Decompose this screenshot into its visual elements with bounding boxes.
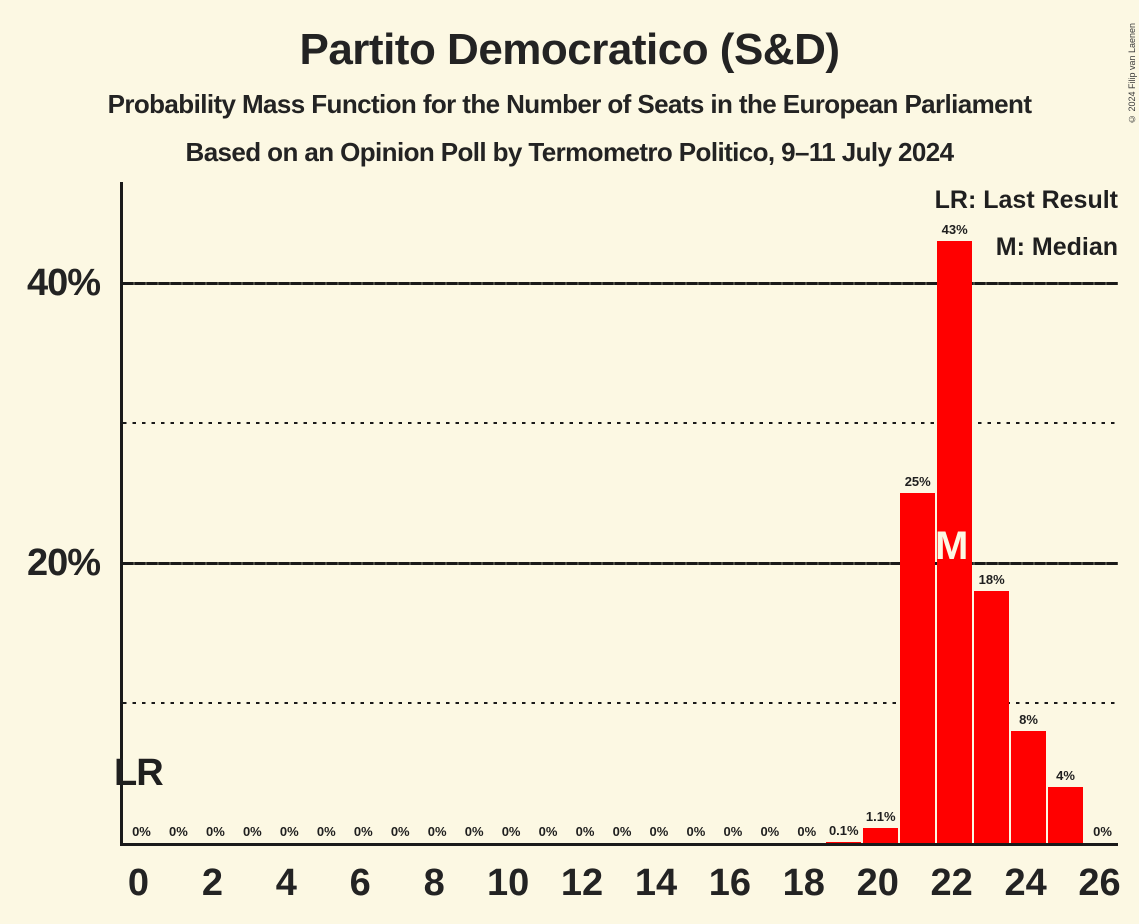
chart-title: Partito Democratico (S&D) (299, 25, 840, 74)
bar-seat-23 (974, 591, 1010, 843)
bar-value-label-seat-21: 25% (904, 474, 931, 489)
x-axis-label-10: 10 (486, 862, 530, 904)
bar-value-label-seat-17: 0% (760, 824, 780, 839)
bar-value-label-seat-9: 0% (464, 824, 484, 839)
copyright-notice: © 2024 Filip van Laenen (1127, 22, 1137, 124)
legend-last-result: LR: Last Result (934, 186, 1118, 214)
gridline-solid-40pct (123, 281, 1118, 285)
x-axis-label-20: 20 (856, 862, 899, 904)
x-axis-label-22: 22 (930, 862, 973, 904)
bar-value-label-seat-0: 0% (132, 824, 151, 839)
bar-value-label-seat-1: 0% (169, 824, 188, 839)
x-axis-label-16: 16 (708, 862, 752, 904)
bar-value-label-seat-10: 0% (501, 824, 521, 839)
bar-value-label-seat-11: 0% (538, 824, 558, 839)
bar-value-label-seat-22: 43% (941, 222, 968, 237)
gridline-solid-20pct (123, 561, 1118, 565)
bar-value-label-seat-7: 0% (390, 824, 410, 839)
median-marker-label: M (934, 524, 969, 568)
bar-seat-24 (1011, 731, 1047, 843)
x-axis-label-26: 26 (1078, 862, 1121, 904)
legend-median: M: Median (995, 233, 1118, 261)
x-axis-label-8: 8 (423, 862, 445, 904)
bar-value-label-seat-8: 0% (427, 824, 447, 839)
bar-value-label-seat-18: 0% (797, 824, 817, 839)
x-axis-label-24: 24 (1004, 862, 1047, 904)
x-axis-label-18: 18 (782, 862, 825, 904)
bar-value-label-seat-5: 0% (316, 824, 336, 839)
bar-seat-19 (826, 841, 862, 843)
last-result-marker-label: LR (114, 752, 164, 794)
bar-value-label-seat-3: 0% (242, 824, 262, 839)
bar-value-label-seat-23: 18% (978, 572, 1005, 587)
chart-subtitle-pmf: Probability Mass Function for the Number… (107, 89, 1032, 119)
bar-value-label-seat-15: 0% (686, 824, 706, 839)
x-axis-label-2: 2 (201, 862, 223, 904)
gridline-dotted-30pct (123, 421, 1118, 424)
bar-value-label-seat-25: 4% (1056, 768, 1075, 783)
y-axis-label-20pct: 20% (26, 541, 101, 584)
x-axis-label-12: 12 (560, 862, 604, 904)
bar-value-label-seat-4: 0% (279, 824, 299, 839)
bar-value-label-seat-24: 8% (1019, 712, 1038, 727)
x-axis-label-0: 0 (127, 862, 150, 904)
x-axis-label-6: 6 (349, 862, 371, 904)
bar-seat-22 (937, 241, 973, 843)
gridline-dotted-10pct (123, 701, 1118, 704)
bar-seat-21 (900, 493, 936, 843)
bar-seat-25 (1048, 787, 1084, 843)
bar-value-label-seat-2: 0% (206, 824, 225, 839)
bar-seat-20 (863, 827, 899, 843)
bar-value-label-seat-19: 0.1% (828, 822, 859, 838)
bar-value-label-seat-20: 1.1% (865, 808, 896, 824)
bar-value-label-seat-16: 0% (723, 824, 743, 839)
chart-subtitle-poll: Based on an Opinion Poll by Termometro P… (185, 137, 955, 167)
x-axis-label-14: 14 (634, 862, 678, 904)
bar-value-label-seat-13: 0% (612, 824, 632, 839)
bar-value-label-seat-14: 0% (649, 824, 669, 839)
plot-area: 0% 0% 0% 0% 0% 0% 0% 0% 0% 0% 0% 0% 0% 0% 0% 0% 0% 0% 0% 0.… (120, 182, 1118, 846)
bar-value-label-seat-26: 0% (1093, 824, 1112, 839)
bar-value-label-seat-12: 0% (575, 824, 595, 839)
y-axis-label-40pct: 40% (26, 261, 101, 304)
bar-value-label-seat-6: 0% (353, 824, 373, 839)
x-axis-label-4: 4 (275, 862, 297, 904)
